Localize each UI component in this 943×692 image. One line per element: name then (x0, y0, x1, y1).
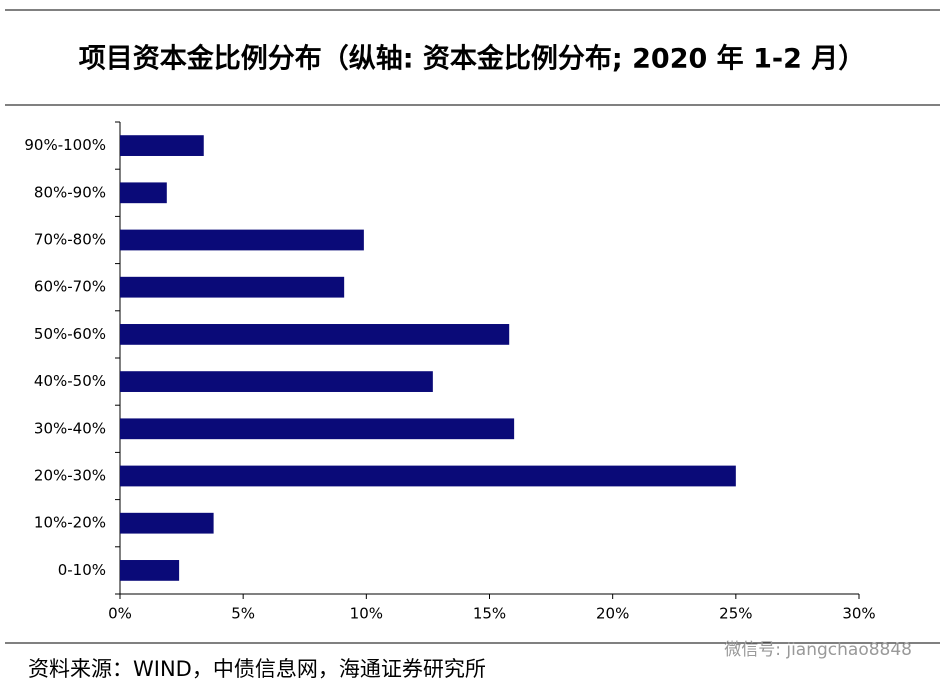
y-tick-label: 30%-40% (34, 419, 106, 437)
y-tick-label: 80%-90% (34, 183, 106, 201)
x-tick-label: 20% (596, 605, 629, 623)
x-tick-label: 5% (231, 605, 255, 623)
bar (120, 371, 433, 392)
x-tick-label: 15% (473, 605, 506, 623)
chart-title: 项目资本金比例分布（纵轴: 资本金比例分布; 2020 年 1-2 月） (79, 43, 866, 75)
bar (120, 324, 510, 345)
bar (120, 135, 204, 156)
bar (120, 229, 364, 251)
y-tick-label: 60%-70% (34, 278, 106, 296)
bar (120, 512, 214, 534)
x-tick-label: 25% (719, 605, 752, 623)
bar (120, 418, 515, 440)
bar (120, 560, 180, 581)
x-tick-label: 0% (108, 605, 132, 623)
watermark: 微信号: jiangchao8848 (724, 640, 912, 660)
x-tick-label: 30% (842, 605, 875, 623)
y-tick-label: 70%-80% (34, 231, 106, 249)
bar (120, 465, 736, 487)
bar (120, 182, 167, 204)
y-tick-label: 50%-60% (34, 325, 106, 343)
bar (120, 276, 345, 298)
y-tick-label: 90%-100% (24, 136, 106, 154)
y-tick-label: 10%-20% (34, 514, 106, 532)
y-tick-label: 20%-30% (34, 467, 106, 485)
y-tick-label: 40%-50% (34, 372, 106, 390)
y-tick-label: 0-10% (58, 561, 106, 579)
source: 资料来源：WIND，中债信息网，海通证券研究所 (28, 657, 486, 681)
x-tick-label: 10% (350, 605, 383, 623)
